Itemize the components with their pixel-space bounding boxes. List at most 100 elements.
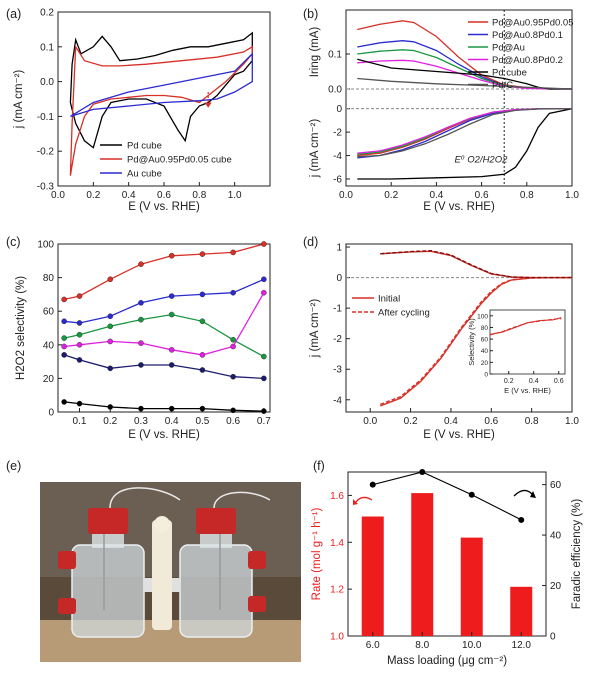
c-series-2-point [199,318,206,325]
right-port-top [248,551,266,569]
cell-clamp [152,520,172,630]
c-x-tick-label: 0.5 [195,416,209,427]
d-inset-y-tick-label: 0 [484,372,488,379]
d-series-0-line [380,276,573,407]
c-series-1-point [138,299,144,306]
d-inset-frame [489,309,566,375]
b-bottom-y-tick-label: -2 [333,128,342,139]
d-y-axis-label: j (mA cm⁻²) [309,299,321,359]
c-series-3-point [61,343,67,350]
f-x-tick-label: 12.0 [512,640,532,651]
c-series-4-line [63,354,264,380]
b-legend-label: Pd cube [492,68,527,79]
c-series-3-point [107,338,114,345]
c-series-3-point [168,347,175,353]
b-y-axis-label-top: Iring (mA) [309,27,321,78]
d-series-2-line [380,250,572,279]
a-y-tick-label: 0.2 [40,8,54,19]
f-x-axis-label: Mass loading (μg cm⁻²) [387,655,507,667]
panel-label-a: (a) [6,7,21,21]
d-y-tick-label: -1 [333,304,342,315]
b-legend-label: Pd@Au0.8Pd0.2 [492,55,563,66]
c-series-0-point [261,241,267,247]
a-x-tick-label: 0.2 [86,190,100,201]
d-inset-y-tick-label: 100 [477,313,488,320]
f-x-tick-label: 8.0 [415,640,429,651]
right-bottle-cap [196,508,236,534]
c-series-4-point [261,375,267,382]
c-series-0-point [168,252,175,259]
c-series-2-point [107,323,114,330]
f-fe-point [468,491,475,498]
c-series-2-point [230,336,236,343]
left-port-bottom [58,598,76,614]
c-series-0-point [107,276,114,283]
f-x-tick-label: 10.0 [462,640,482,651]
c-y-tick-label: 0 [48,408,54,419]
c-series-5-point [107,404,114,410]
c-series-5-point [168,405,175,412]
d-inset-y-tick-label: 60 [481,337,489,344]
c-x-tick-label: 0.3 [134,416,148,427]
b-x-tick-label: 0.0 [339,190,353,201]
a-series-0-line [69,31,253,149]
c-series-2-point [61,335,67,341]
b-bottom-y-tick-label: 0 [336,104,342,115]
c-series-1-point [230,289,236,296]
d-inset-x-tick-label: 0.6 [554,378,564,385]
a-x-tick-label: 0.6 [157,190,171,201]
a-x-tick-label: 0.8 [192,190,206,201]
c-series-2-line [63,313,265,358]
d-inset-y-tick-label: 40 [481,348,489,355]
f-fe-point [518,516,525,523]
b-disk-series-4 [357,108,573,180]
panel-b-chart: 0.0 0.2 0.4 0.6 0.8 1.0 0.0 0.1 -6 -4 -2 0 E⁰ O2/H2O… [309,9,579,213]
d-y-tick-label: 1 [336,243,342,254]
c-series-5-point [76,400,83,407]
right-bottle-neck [200,530,232,548]
f-x-tick-label: 6.0 [366,640,380,651]
c-series-3-point [199,352,206,358]
c-series-2-point [76,331,83,338]
panel-e-photo [40,482,301,662]
a-series-2-line [70,52,253,118]
c-series-2-point [261,353,267,360]
c-series-1-point [76,320,83,326]
f-y-axis-label: Rate (mol g⁻¹ h⁻¹) [311,508,323,601]
a-x-tick-label: 0.0 [51,190,65,201]
f-y-tick-label: 1.6 [330,491,344,502]
d-inset-x-axis-label: E (V vs. RHE) [504,386,551,395]
right-port-bottom [248,596,266,612]
f-y-tick-label: 1.2 [330,585,344,596]
c-series-1-point [61,318,67,325]
d-y-tick-label: -3 [333,365,342,376]
f-left-axis-arrow [355,496,373,503]
a-legend-label: Pd cube [127,141,162,152]
d-x-tick-label: 0.0 [363,416,377,427]
f-y2-axis-label: Faradic efficiency (%) [571,499,583,610]
panel-c-chart: 0.1 0.2 0.3 0.4 0.5 0.6 0.7 0 20 40 60 80 100 E (V vs… [15,240,271,442]
a-y-tick-label: -0.2 [37,147,55,158]
c-series-1-point [168,293,175,299]
panel-a-chart: 0.0 0.2 0.4 0.6 0.8 1.0 -0.3 -0.2 -0.1 0.0 0.1 0.2 P… [13,8,271,213]
c-y-tick-label: 60 [43,307,55,318]
f-left-axis-arrowhead [353,499,358,505]
c-series-2-point [138,316,144,323]
c-series-4-point [138,362,144,368]
c-series-0-point [76,293,83,299]
a-legend-label: Au cube [127,169,162,180]
c-x-tick-label: 0.7 [257,416,271,427]
clamp-knob [154,516,170,532]
panel-label-d: (d) [303,235,318,249]
f-fe-line [372,471,522,521]
panel-f-chart: 6.0 8.0 10.0 12.0 1.0 1.2 1.4 1.6 0 20 40 60 Mass lo… [311,469,583,667]
left-bottle-body [71,544,145,638]
c-series-1-line [64,278,265,324]
c-series-0-point [138,261,144,267]
panel-d-chart: 0.0 0.2 0.4 0.6 0.8 1.0 -4 -3 -2 -1 0 1 Initial After… [309,243,579,441]
b-bottom-y-tick-label: -4 [333,151,342,162]
b-top-y-tick-label: 0.1 [328,50,342,61]
b-top-y-tick-label: 0.0 [328,85,342,96]
panel-label-b: (b) [303,7,318,21]
